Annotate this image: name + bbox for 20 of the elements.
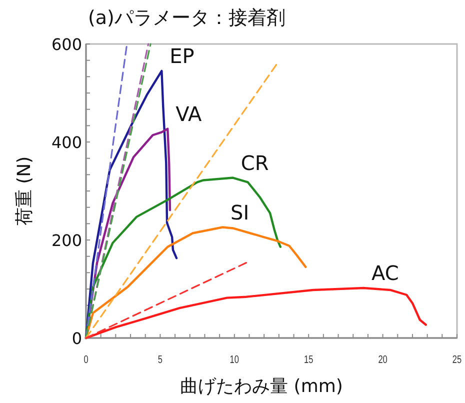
x-tick-label: 10 — [230, 354, 240, 366]
series-label: SI — [230, 200, 250, 224]
line-series — [84, 286, 427, 340]
x-tick-label: 25 — [452, 354, 462, 366]
y-axis-title: 荷重 (N) — [14, 156, 35, 226]
line-series — [84, 176, 282, 340]
series-label: EP — [170, 44, 194, 68]
series-label: VA — [176, 102, 202, 126]
y-tick-label: 200 — [51, 231, 82, 250]
y-tick-label: 400 — [51, 133, 82, 152]
y-tick-label: 0 — [72, 329, 82, 348]
y-tick-label: 600 — [51, 35, 82, 54]
line-series — [84, 226, 307, 340]
x-tick-label: 20 — [378, 354, 388, 366]
x-tick-label: 5 — [158, 354, 162, 366]
chart-title: (a)パラメータ：接着剤 — [88, 7, 286, 29]
x-tick-label: 15 — [304, 354, 314, 366]
series-label: CR — [240, 150, 269, 175]
x-axis-title: 曲げたわみ量 (mm) — [180, 376, 343, 397]
series-label: AC — [372, 261, 399, 286]
